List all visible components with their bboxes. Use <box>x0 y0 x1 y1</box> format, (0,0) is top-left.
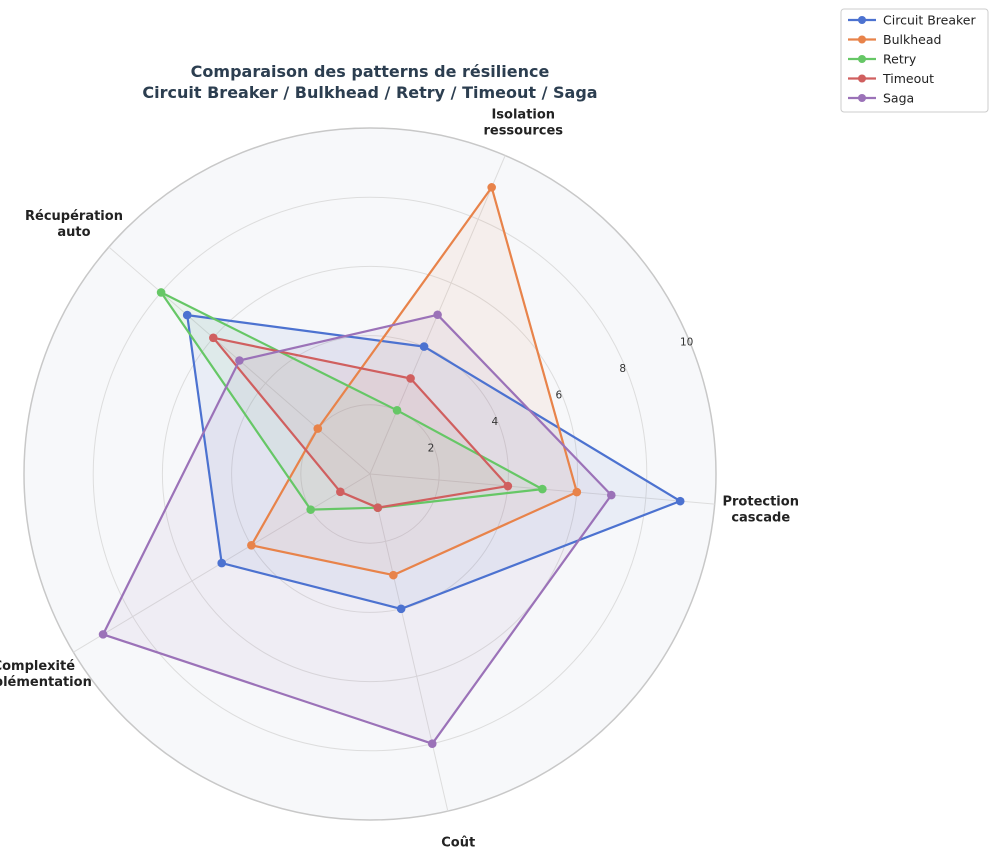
series-area <box>103 314 612 744</box>
series-point <box>373 503 383 513</box>
series-group <box>247 183 582 580</box>
axis-label-line: cascade <box>731 510 790 525</box>
legend-items: Circuit Breaker Bulkhead Retry Timeout Saga <box>848 13 976 106</box>
series-line <box>212 336 509 509</box>
series-line-layer <box>98 183 685 749</box>
radial-tick-label: 2 <box>428 443 435 455</box>
grid-ring <box>231 335 509 613</box>
chart-subtitle: Circuit Breaker / Bulkhead / Retry / Tim… <box>142 83 597 102</box>
series-point <box>217 558 227 568</box>
series-point <box>419 342 429 351</box>
legend-entry: Circuit Breaker <box>848 13 976 28</box>
chart-title: Comparaison des patterns de résilience <box>191 62 550 81</box>
legend-label: Retry <box>883 52 917 67</box>
series-point <box>156 288 166 297</box>
series-point <box>336 487 345 497</box>
series-group <box>98 310 616 749</box>
legend-swatch-marker <box>858 55 866 63</box>
axis-label-line: auto <box>57 225 90 240</box>
legend-entry: Saga <box>848 91 914 106</box>
series-line <box>186 314 682 611</box>
series-point <box>247 540 256 550</box>
axis-label-line: Récupération <box>25 209 123 224</box>
axis-label-line: Isolation <box>491 107 555 122</box>
legend-box <box>840 8 989 113</box>
legend-label: Timeout <box>882 71 934 86</box>
axis-label: Coûtopérationnel <box>441 835 475 850</box>
legend-swatch-marker <box>858 35 866 44</box>
series-point <box>675 496 685 506</box>
grid-spoke <box>369 473 449 812</box>
series-line <box>160 291 544 511</box>
axis-label-line: ressources <box>483 123 563 138</box>
radial-tick-labels: 2 4 6 8 10 <box>428 337 694 455</box>
grid-ring <box>300 404 440 544</box>
series-point <box>427 739 437 749</box>
series-point <box>396 604 406 614</box>
series-line <box>101 313 613 745</box>
series-point <box>606 490 616 500</box>
radial-tick-label: 10 <box>680 337 693 349</box>
legend-entry: Retry <box>848 52 917 67</box>
series-point <box>433 310 442 320</box>
legend: Circuit Breaker Bulkhead Retry Timeout Saga <box>840 8 989 113</box>
series-point <box>406 374 415 383</box>
legend-label: Circuit Breaker <box>883 13 976 28</box>
radial-tick-label: 4 <box>492 416 499 428</box>
series-point <box>503 481 513 491</box>
radial-tick-label: 6 <box>555 390 562 402</box>
series-point <box>389 570 398 580</box>
series-point <box>538 484 547 494</box>
series-point <box>182 310 192 320</box>
axis-label-line: Coût <box>441 835 475 850</box>
series-point <box>209 333 218 343</box>
legend-swatch-marker <box>858 16 866 24</box>
series-line <box>250 186 578 577</box>
legend-swatch-marker <box>858 94 866 102</box>
legend-label: Saga <box>883 91 914 106</box>
series-point <box>313 424 323 433</box>
legend-label: Bulkhead <box>883 32 941 47</box>
radial-tick-label: 8 <box>619 363 626 375</box>
series-point <box>392 406 402 415</box>
series-point <box>487 183 496 192</box>
axis-label-line: Complexité <box>0 659 75 674</box>
axis-label-line: implémentation <box>0 675 92 690</box>
series-group <box>182 310 685 614</box>
grid-ring <box>92 196 648 752</box>
series-point <box>306 505 315 514</box>
series-group <box>209 333 513 513</box>
series-area <box>187 315 681 609</box>
axis-label: Complexitéimplémentation <box>0 659 92 690</box>
axis-label-line: Protection <box>722 494 798 509</box>
legend-entry: Bulkhead <box>848 32 941 47</box>
grid-ring <box>161 265 579 683</box>
series-point <box>235 356 244 365</box>
series-point <box>98 630 108 639</box>
legend-swatch-marker <box>858 74 866 83</box>
series-area <box>213 337 508 508</box>
series-point <box>572 487 582 497</box>
legend-entry: Timeout <box>848 71 934 86</box>
